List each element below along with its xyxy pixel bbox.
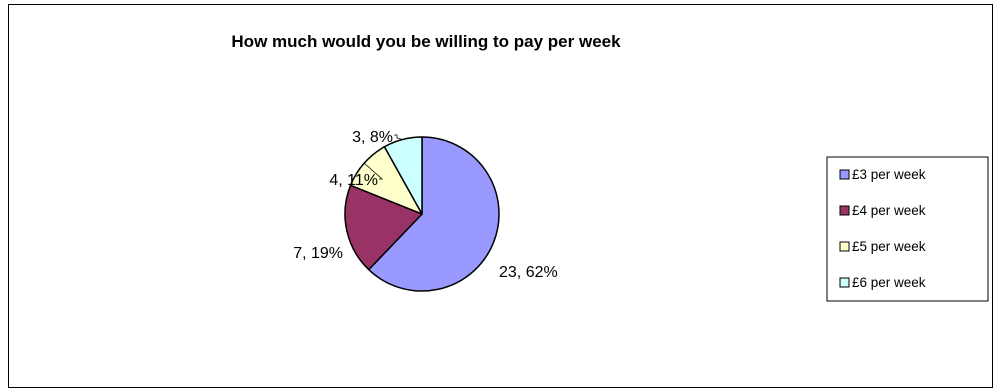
legend: £3 per week £4 per week £5 per week £6 per … <box>826 156 989 302</box>
legend-label-4-per-week: £4 per week <box>852 203 926 218</box>
leader-line-6-per-week <box>394 134 403 140</box>
chart-title: How much would you be willing to pay per… <box>231 32 621 51</box>
legend-swatch-3-per-week <box>839 169 850 180</box>
data-label-4-per-week: 7, 19% <box>293 245 343 262</box>
legend-label-3-per-week: £3 per week <box>852 167 926 182</box>
legend-label-6-per-week: £6 per week <box>852 275 926 290</box>
legend-label-5-per-week: £5 per week <box>852 239 926 254</box>
legend-swatch-6-per-week <box>839 277 850 288</box>
pie-slices <box>344 136 500 292</box>
chart-area: How much would you be willing to pay per… <box>8 4 993 388</box>
pie-slice-3-per-week <box>367 136 500 292</box>
pie-chart: How much would you be willing to pay per… <box>231 32 989 302</box>
legend-box <box>826 156 989 302</box>
data-label-3-per-week: 23, 62% <box>499 264 558 281</box>
leader-line-5-per-week <box>363 162 384 180</box>
legend-swatch-5-per-week <box>839 241 850 252</box>
data-label-5-per-week: 4, 11% <box>329 172 378 189</box>
data-label-6-per-week: 3, 8% <box>352 129 393 146</box>
leader-lines <box>363 134 403 180</box>
data-labels: 23, 62% 7, 19% 4, 11% 3, 8% <box>293 129 558 281</box>
legend-swatch-4-per-week <box>839 205 850 216</box>
